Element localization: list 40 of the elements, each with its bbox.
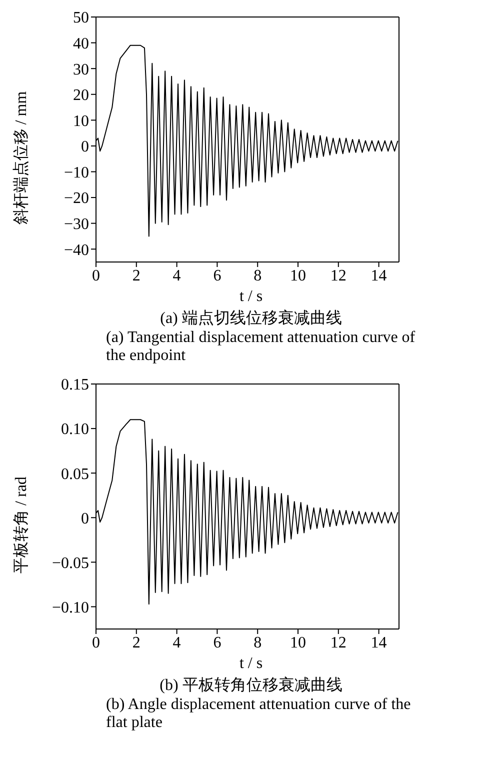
x-tick-label: 2 <box>132 634 140 652</box>
x-axis-title: t / s <box>238 655 264 673</box>
y-tick-label: −0.05 <box>52 554 89 572</box>
x-tick-label: 12 <box>330 267 346 284</box>
x-tick-label: 0 <box>92 267 100 284</box>
x-tick-label: 6 <box>213 267 222 284</box>
x-tick-label: 4 <box>172 634 181 652</box>
x-tick-label: 14 <box>370 634 387 652</box>
y-tick-label: 0 <box>81 510 89 528</box>
y-tick-label: 10 <box>73 112 89 130</box>
x-tick-label: 2 <box>132 267 140 284</box>
y-tick-label: −40 <box>64 242 89 259</box>
y-tick-label: −10 <box>64 164 89 182</box>
x-tick-label: 14 <box>370 267 387 284</box>
y-tick-label: 50 <box>73 10 89 27</box>
x-tick-label: 12 <box>330 634 346 652</box>
y-tick-label: 0.05 <box>61 466 89 483</box>
y-tick-label: −0.10 <box>52 599 89 616</box>
y-tick-label: −20 <box>64 190 89 208</box>
x-tick-label: 10 <box>290 267 306 284</box>
x-tick-label: 4 <box>172 267 181 284</box>
x-tick-label: 6 <box>213 634 222 652</box>
y-tick-label: 0.10 <box>61 421 89 438</box>
text: (a) 端点切线位移衰减曲线 <box>159 308 343 329</box>
text: (b) Angle displacement attenuation curve of the flat plate <box>105 696 412 732</box>
y-axis-title: 斜杆端点位移 / mm <box>12 91 31 225</box>
x-tick-label: 0 <box>92 634 100 652</box>
y-tick-label: −30 <box>64 216 89 233</box>
text: (a) Tangential displacement attenuation curve of the endpoint <box>105 329 416 365</box>
y-tick-label: 0.15 <box>61 376 89 394</box>
x-axis-title: t / s <box>238 288 264 306</box>
y-tick-label: 30 <box>73 61 89 78</box>
y-tick-label: 40 <box>73 35 89 52</box>
y-axis-title: 平板转角 / rad <box>12 476 31 574</box>
x-tick-label: 8 <box>254 267 262 284</box>
y-tick-label: 0 <box>81 138 89 156</box>
x-tick-label: 10 <box>290 634 306 652</box>
x-tick-label: 8 <box>254 634 262 652</box>
y-tick-label: 20 <box>73 87 89 104</box>
text: (b) 平板转角位移衰减曲线 <box>158 676 344 696</box>
